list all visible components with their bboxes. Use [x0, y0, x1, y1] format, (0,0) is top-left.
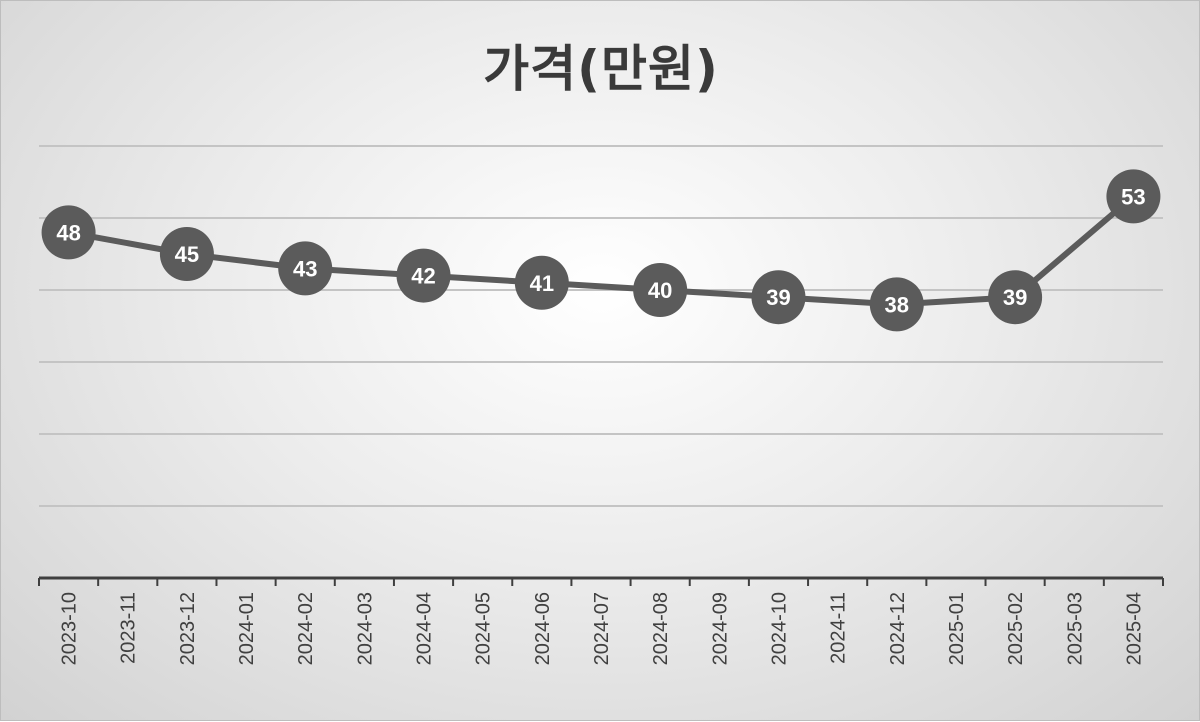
x-tick-label: 2023-11: [118, 592, 140, 664]
x-tick-label: 2025-01: [946, 592, 968, 665]
x-tick-label: 2025-04: [1123, 592, 1145, 665]
data-label: 53: [1121, 184, 1145, 209]
data-label: 40: [648, 278, 672, 303]
x-tick-label: 2023-12: [177, 592, 199, 665]
x-tick-label: 2024-12: [887, 592, 909, 665]
data-label: 45: [175, 242, 199, 267]
data-point-marker: [41, 205, 96, 260]
data-point-marker: [633, 263, 688, 317]
data-point-marker: [751, 270, 806, 325]
data-point-marker: [514, 255, 569, 310]
data-label: 39: [1003, 285, 1027, 310]
x-tick-label: 2025-03: [1064, 592, 1086, 665]
data-point-marker: [159, 227, 214, 281]
data-label: 39: [766, 285, 790, 310]
data-point-marker: [869, 277, 924, 332]
chart-title: 가격(만원): [483, 40, 719, 98]
data-label: 38: [885, 292, 909, 317]
series-line: [68, 194, 1136, 308]
data-label: 43: [293, 256, 317, 281]
data-point-marker: [396, 248, 451, 303]
x-tick-label: 2024-08: [650, 592, 672, 665]
data-label: 42: [411, 264, 435, 289]
data-label: 48: [56, 220, 80, 245]
data-label: 41: [530, 271, 554, 296]
x-tick-label: 2024-03: [354, 592, 376, 665]
x-tick-label: 2024-10: [768, 592, 790, 665]
data-point-marker: [278, 241, 333, 296]
x-tick-label: 2024-02: [295, 592, 317, 665]
x-tick-label: 2023-10: [59, 592, 81, 665]
x-tick-label: 2024-11: [828, 592, 850, 664]
data-point-marker: [988, 270, 1043, 325]
x-tick-label: 2024-05: [473, 592, 495, 665]
x-tick-label: 2025-02: [1005, 592, 1027, 665]
x-tick-label: 2024-09: [709, 592, 731, 665]
x-tick-label: 2024-07: [591, 592, 613, 665]
data-point-marker: [1106, 169, 1161, 224]
x-tick-label: 2024-06: [532, 592, 554, 665]
x-tick-label: 2024-04: [414, 592, 436, 665]
x-tick-label: 2024-01: [236, 592, 258, 665]
